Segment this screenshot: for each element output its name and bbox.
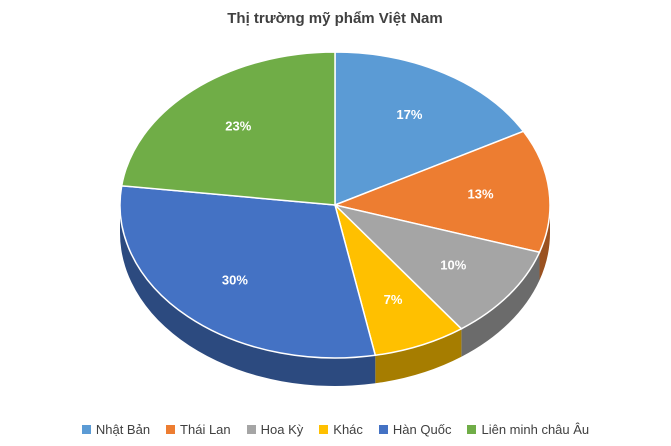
legend-label: Liên minh châu Âu: [481, 422, 590, 437]
legend-item: Thái Lan: [166, 422, 231, 437]
legend-swatch: [319, 425, 329, 434]
sides: [120, 205, 550, 386]
data-label: 23%: [225, 118, 251, 133]
data-label: 30%: [222, 272, 248, 287]
slice-side: [375, 328, 462, 384]
chart-svg: Thị trường mỹ phẩm Việt Nam 17% 13% 10% 7% 3…: [119, 10, 551, 386]
legend-swatch: [378, 425, 388, 434]
slice-side: [539, 205, 550, 281]
legend-label: Nhật Bản: [95, 422, 151, 437]
legend-item: Hàn Quốc: [378, 422, 452, 437]
slice-side: [120, 205, 376, 386]
legend-swatch: [166, 425, 176, 434]
legend-item: Liên minh châu Âu: [467, 422, 589, 437]
legend-swatch: [81, 425, 91, 434]
labels: 17% 13% 10% 7% 30% 23%: [222, 107, 494, 307]
data-label: 7%: [384, 292, 403, 307]
slice: [332, 203, 541, 330]
slice: [120, 51, 336, 206]
slice-side: [461, 252, 540, 357]
data-label: 13%: [468, 187, 494, 202]
slice: [332, 130, 551, 254]
data-label: 10%: [440, 258, 466, 273]
legend: Nhật Bản Thái Lan Hoa Kỳ Khác Hàn Quốc Liên m…: [0, 422, 671, 437]
legend-label: Hoa Kỳ: [260, 422, 304, 437]
legend-item: Khác: [319, 422, 363, 437]
legend-label: Khác: [333, 422, 363, 437]
tops: [119, 51, 551, 359]
legend-item: Hoa Kỳ: [246, 422, 304, 437]
slice: [334, 51, 525, 207]
legend-swatch: [467, 425, 477, 434]
slice: [119, 185, 377, 359]
legend-item: Nhật Bản: [81, 422, 151, 437]
data-label: 17%: [396, 107, 422, 122]
legend-label: Hàn Quốc: [392, 422, 452, 437]
legend-label: Thái Lan: [180, 422, 231, 437]
chart-title: Thị trường mỹ phẩm Việt Nam: [227, 10, 442, 27]
legend-swatch: [246, 425, 256, 434]
